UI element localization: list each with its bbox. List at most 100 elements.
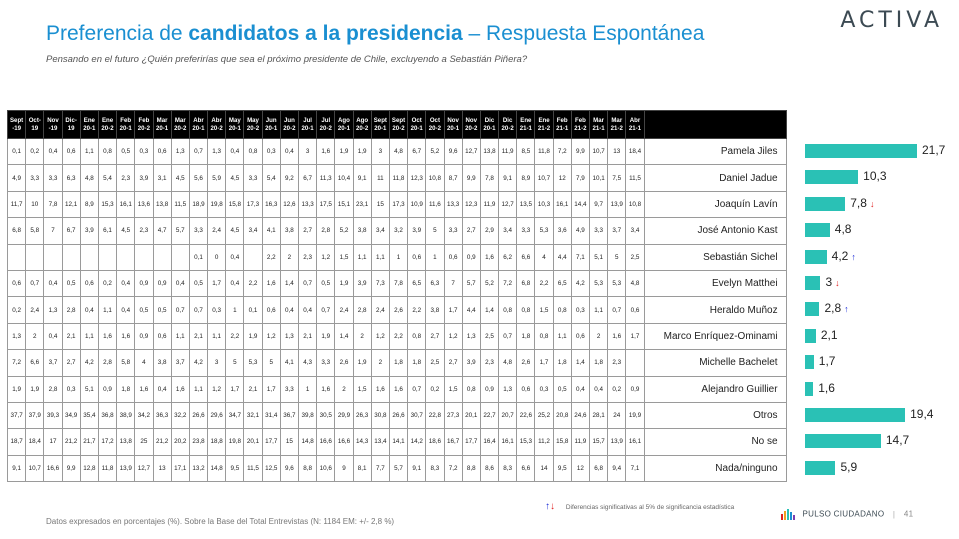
table-cell: 38,9 — [116, 401, 136, 430]
table-cell: 0,5 — [116, 137, 136, 166]
table-cell: 6,5 — [407, 269, 427, 298]
pulso-bars-icon — [781, 509, 796, 520]
bar-row: 7,8 ↓ — [805, 191, 955, 217]
column-header: Oct 20-2 — [425, 110, 445, 139]
table-cell — [97, 243, 118, 271]
table-cell: 2,4 — [370, 296, 390, 324]
activa-logo: ACTIVA — [840, 8, 943, 33]
table-row: 18,7 18,4 17 21,2 21,7 17,2 13,8 25 21,2 20,2 23,8… — [6, 428, 787, 456]
table-cell: 3,9 — [134, 164, 154, 192]
table-cell: 0,4 — [225, 269, 245, 298]
table-header-row: Sept -19 Oct-19 Nov -19 Dic-19 Ene 20-1 Ene 2… — [6, 110, 787, 139]
table-cell: 1,7 — [443, 296, 463, 324]
table-cell: 19,9 — [625, 401, 645, 430]
table-cell — [152, 243, 172, 271]
table-cell: 5,2 — [425, 137, 445, 166]
table-cell: 8,6 — [479, 454, 500, 483]
table-cell: 2,8 — [97, 349, 118, 377]
table-cell: 2,7 — [443, 349, 463, 377]
table-cell: 4 — [134, 349, 154, 377]
table-cell: 17,5 — [316, 190, 336, 219]
table-cell: 8,1 — [352, 454, 372, 483]
table-cell: 1,5 — [443, 375, 463, 403]
table-cell: 1,9 — [352, 137, 372, 166]
table-cell: 11,8 — [388, 164, 409, 192]
table-cell: 0,4 — [279, 137, 300, 166]
table-cell: 1,1 — [552, 322, 572, 351]
column-header: Mar 21-2 — [607, 110, 627, 139]
table-cell: 14,4 — [570, 190, 591, 219]
table-cell: 9,5 — [552, 454, 572, 483]
table-cell: 1,6 — [170, 375, 190, 403]
divider: | — [892, 509, 896, 519]
table-cell: 7,8 — [43, 190, 63, 219]
table-cell: 3,3 — [25, 164, 45, 192]
table-cell: 0,2 — [6, 296, 27, 324]
table-cell: 17,7 — [461, 428, 481, 456]
table-cell: 1 — [388, 243, 409, 271]
table-cell: 0,6 — [443, 243, 463, 271]
table-cell: 1,2 — [207, 375, 227, 403]
table-cell: 18,4 — [625, 137, 645, 166]
table-cell: 2,2 — [261, 243, 281, 271]
table-cell: 10,3 — [534, 190, 554, 219]
table-cell: 2,1 — [243, 375, 263, 403]
column-header: May 20-2 — [243, 110, 263, 139]
bar-value-label: 19,4 — [910, 407, 934, 421]
column-header: Ene 20-2 — [97, 110, 118, 139]
table-cell: 5,3 — [588, 269, 609, 298]
table-cell: 36,7 — [279, 401, 300, 430]
table-cell: 1,2 — [443, 322, 463, 351]
table-cell: 11,8 — [97, 454, 118, 483]
arrow-down-icon: ↓ — [869, 198, 875, 209]
table-row: 6,8 5,8 7 6,7 3,9 6,1 4,5 2,3 4,7 5,7 3,3 2,4 4,5 3,4… — [6, 217, 787, 245]
table-cell: 30,7 — [407, 401, 427, 430]
table-cell: 3,4 — [625, 217, 645, 245]
table-cell: 14,8 — [297, 428, 318, 456]
table-cell: 2,9 — [479, 217, 500, 245]
table-cell: 19,8 — [207, 190, 227, 219]
table-cell: 9,9 — [61, 454, 81, 483]
bar-value-label: 10,3 — [863, 169, 887, 184]
table-cell: 0,2 — [607, 375, 627, 403]
table-cell: 24,6 — [570, 401, 591, 430]
table-cell: 15,8 — [552, 428, 572, 456]
table-cell: 1,6 — [316, 375, 336, 403]
table-cell: 0,5 — [552, 375, 572, 403]
table-cell: 0,1 — [188, 243, 209, 271]
table-row: 0,6 0,7 0,4 0,5 0,6 0,2 0,4 0,9 0,9 0,4 0,5 1,7 0,4 2… — [6, 269, 787, 298]
table-cell: 1,8 — [552, 349, 572, 377]
arrow-down-icon: ↓ — [835, 278, 840, 288]
table-row: 11,7 10 7,8 12,1 8,9 15,3 16,1 13,6 13,8 11,5 18,9… — [6, 190, 787, 219]
table-cell: 0,4 — [116, 296, 136, 324]
table-cell: 0,7 — [407, 375, 427, 403]
table-cell: 0 — [207, 243, 227, 271]
table-cell: 6,2 — [498, 243, 518, 271]
table-cell: 1,3 — [43, 296, 63, 324]
table-cell: 0,5 — [61, 269, 81, 298]
table-cell: 5 — [425, 217, 445, 245]
table-cell: 2,6 — [388, 296, 409, 324]
table-cell: 17,2 — [97, 428, 118, 456]
table-cell: 0,4 — [43, 137, 63, 166]
table-cell: 1,9 — [243, 322, 263, 351]
table-cell: 4,2 — [79, 349, 99, 377]
table-cell: 0,6 — [407, 243, 427, 271]
table-cell: 3,3 — [188, 217, 209, 245]
table-cell: 5,8 — [25, 217, 45, 245]
table-cell: 3,3 — [43, 164, 63, 192]
table-cell: 9,1 — [498, 164, 518, 192]
table-cell: 0,8 — [552, 296, 572, 324]
table-row: 7,2 6,6 3,7 2,7 4,2 2,8 5,8 4 3,8 3,7 4,2 3 5 5,3 5 4,1… — [6, 349, 787, 377]
table-cell: 9,6 — [279, 454, 300, 483]
table-cell: 2,2 — [243, 269, 263, 298]
table-cell: 4,5 — [116, 217, 136, 245]
table-cell: 0,4 — [43, 269, 63, 298]
table-cell: 0,6 — [261, 296, 281, 324]
table-cell: 1,6 — [479, 243, 500, 271]
table-row: 0,1 0 0,4 2,2 2 2,3 1,2 1,5 1,1 1,1 1 0,6 1 0,6 0,9 1,6… — [6, 243, 787, 271]
table-cell: 1,6 — [316, 137, 336, 166]
page-title: Preferencia de candidatos a la presidenc… — [46, 22, 704, 46]
table-cell: 37,7 — [6, 401, 27, 430]
table-cell: 13,8 — [152, 190, 172, 219]
